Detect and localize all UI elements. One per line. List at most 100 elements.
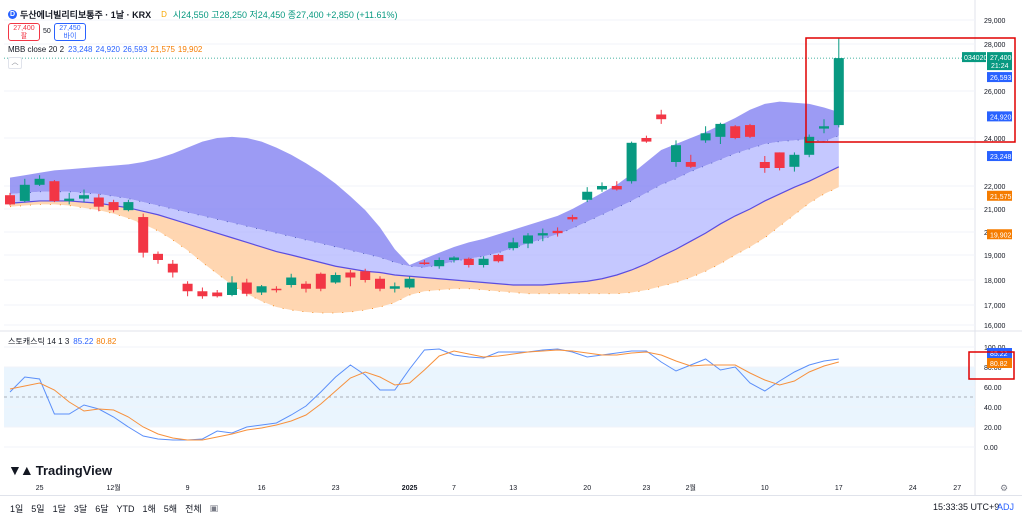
price-tick-label: 24,000 [984, 136, 1006, 143]
candle-body [671, 145, 681, 162]
collapse-legend-icon[interactable]: ︿ [8, 57, 22, 69]
range-selector: 1일 5일 1달 3달 6달 YTD 1해 5해 전체 ▣ [10, 502, 226, 515]
band-price-label: 19,902 [990, 232, 1012, 239]
middle-band-fill [10, 135, 839, 285]
countdown-label: 21:24 [991, 63, 1009, 70]
mbb-legend[interactable]: MBB close 20 2 23,248 24,920 26,593 21,5… [8, 45, 202, 54]
candle-body [315, 273, 326, 289]
stoch-k-line [9, 348, 839, 441]
symbol-title[interactable]: 두산에너빌리티보통주 · 1날 · KRX [20, 10, 152, 20]
time-tick-label: 2월 [686, 483, 696, 492]
band-price-label: 26,593 [990, 75, 1012, 82]
price-tick-label: 28,000 [984, 42, 1006, 49]
stoch-d-label: 80.82 [990, 361, 1008, 368]
range-6m[interactable]: 6달 [95, 504, 109, 514]
tradingview-logo-text: TradingView [35, 462, 113, 478]
calendar-icon[interactable]: ▣ [209, 503, 219, 513]
time-tick-label: 17 [835, 485, 843, 492]
buy-price: 27,450 [59, 25, 81, 32]
time-tick-label: 7 [452, 485, 456, 492]
range-1m[interactable]: 1달 [52, 504, 66, 514]
candle-body [271, 288, 282, 291]
candle-body [375, 278, 385, 289]
time-tick-label: 24 [909, 485, 917, 492]
spread-value: 50 [43, 28, 51, 35]
range-ytd[interactable]: YTD [116, 503, 135, 514]
band-price-badge [987, 72, 1012, 83]
buy-button[interactable]: 27,450 바이 [54, 23, 86, 41]
mbb-value-4: 21,575 [150, 45, 175, 54]
range-1y[interactable]: 1해 [142, 504, 156, 514]
candle-body [523, 235, 533, 244]
band-price-badge [987, 190, 1012, 201]
market-status-icon: D [161, 10, 167, 19]
candle-body [167, 263, 178, 273]
stoch-legend-name: 스토캐스틱 14 1 3 [8, 337, 70, 346]
stoch-tick-label: 0.00 [984, 445, 998, 452]
range-all[interactable]: 전체 [185, 504, 202, 514]
candle-body [138, 217, 149, 253]
time-tick-label: 23 [643, 485, 651, 492]
band-price-badge [987, 151, 1012, 162]
ticker-badge [962, 52, 986, 63]
sell-price: 27,400 [13, 25, 35, 32]
tradingview-logo[interactable]: ▼▲ TradingView [8, 462, 112, 478]
candle-body [301, 283, 311, 289]
sell-button[interactable]: 27,400 팔 [8, 23, 40, 41]
price-tick-label: 22,000 [984, 184, 1006, 191]
bollinger-bands [9, 101, 840, 314]
ticker-label: 034020 [964, 55, 987, 62]
price-tick-label: 29,000 [984, 18, 1006, 25]
candle-body [49, 181, 60, 201]
tradingview-logo-icon: ▼▲ [8, 462, 34, 478]
stochastic-legend[interactable]: 스토캐스틱 14 1 3 85.22 80.82 [8, 336, 116, 347]
clock[interactable]: 15:33:35 UTC+9 [933, 502, 1000, 512]
candle-body [227, 282, 237, 295]
candle-body [611, 186, 622, 190]
candle-body [715, 123, 726, 137]
band-price-label: 21,575 [990, 194, 1012, 201]
price-tick-label: 17,000 [984, 303, 1006, 310]
time-tick-label: 12월 [106, 483, 120, 492]
candle-body [419, 262, 430, 264]
candle-body [759, 162, 770, 168]
basis-line [9, 166, 840, 286]
band-price-badge [987, 111, 1012, 122]
stoch-highlight-box [968, 351, 1015, 380]
symbol-logo-icon[interactable]: D [8, 10, 17, 19]
time-tick-label: 2025 [402, 485, 418, 492]
candle-body [745, 125, 755, 137]
mbb-legend-name: MBB close 20 2 [8, 45, 65, 54]
candles [4, 38, 975, 299]
stoch-k-badge [987, 348, 1012, 358]
mbb-value-3: 26,593 [122, 45, 148, 54]
last-price-label: 27,400 [990, 55, 1012, 62]
stoch-tick-label: 40.00 [984, 405, 1002, 412]
price-tick-label: 18,000 [984, 278, 1006, 285]
range-1d[interactable]: 1일 [10, 504, 24, 514]
time-tick-label: 13 [509, 485, 517, 492]
price-tick-label: 26,000 [984, 89, 1006, 96]
candle-body [449, 257, 459, 260]
candle-body [360, 271, 371, 280]
stoch-k-value: 85.22 [73, 337, 94, 346]
candle-body [241, 282, 252, 294]
candle-body [804, 136, 815, 155]
candle-body [597, 186, 607, 190]
range-5y[interactable]: 5해 [163, 504, 178, 514]
settings-gear-icon: ⚙ [1000, 484, 1008, 494]
band-price-label: 23,248 [990, 154, 1012, 161]
range-5d[interactable]: 5일 [31, 504, 45, 514]
adj-toggle[interactable]: ADJ [997, 502, 1015, 512]
candle-body [256, 286, 267, 293]
lower-band-fill [10, 166, 839, 313]
time-tick-label: 16 [258, 485, 266, 492]
candle-body [700, 133, 711, 141]
candle-body [774, 152, 785, 168]
range-3m[interactable]: 3달 [73, 504, 88, 514]
candle-body [626, 142, 637, 182]
candle-body [730, 126, 741, 138]
price-highlight-box [805, 37, 1016, 143]
